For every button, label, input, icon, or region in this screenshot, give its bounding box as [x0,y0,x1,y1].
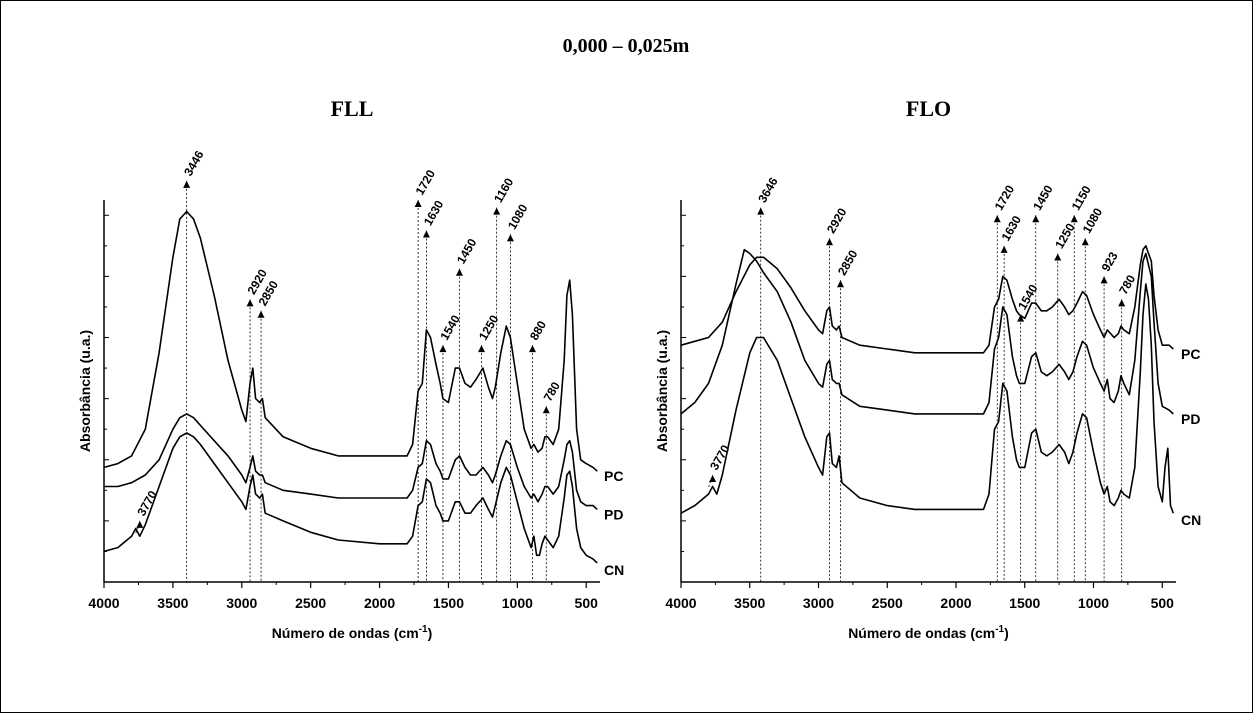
peak-arrow [1118,299,1126,307]
peak-arrow [1100,276,1108,284]
peak-label: 1080 [1080,205,1106,235]
peak-arrow [455,268,463,276]
peak-label: 3646 [755,175,781,205]
peak-arrow [246,299,254,307]
peak-label: 2850 [835,247,861,277]
peak-arrow [993,215,1001,223]
peak-arrow [1000,245,1008,253]
peak-label: 1450 [1030,182,1056,212]
peak-label: 780 [541,379,563,404]
x-tick-label: 2500 [872,595,903,611]
x-axis-label: Número de ondas (cm-1) [272,624,433,641]
figure-title: 0,000 – 0,025m [563,35,690,57]
peak-label: 1720 [992,182,1018,212]
y-axis-label: Absorbância (u.a.) [654,330,670,452]
peak-arrow [414,200,422,207]
x-tick-label: 3500 [734,595,765,611]
peak-label: 1540 [1015,282,1041,312]
peak-arrow [478,345,486,353]
series-line-cn [680,283,1175,514]
x-tick-label: 2000 [940,595,971,611]
peak-arrow [1070,215,1078,223]
x-axis-label: Número de ondas (cm-1) [848,624,1009,641]
x-tick-label: 4000 [88,595,119,611]
peak-arrow [136,520,144,528]
x-tick-label: 500 [575,595,599,611]
peak-arrow [757,207,765,215]
peak-arrow [439,345,447,353]
peak-arrow [422,230,430,238]
x-axis-label-superscript: -1 [995,624,1004,635]
x-axis-label-text: Número de ondas (cm [848,625,995,641]
peak-label: 1160 [491,175,516,205]
peak-arrow [1032,215,1040,223]
peak-arrow [542,406,550,414]
peak-label: 880 [527,318,549,343]
peak-arrow [528,345,536,353]
x-axis-label-text: Número de ondas (cm [272,625,419,641]
peak-arrow [1017,314,1025,322]
peak-label: 1250 [476,312,502,342]
x-tick-label: 3000 [226,595,257,611]
series-label-pd: PD [604,506,623,522]
x-axis-label-close: ) [428,625,433,641]
x-tick-label: 4000 [665,595,696,611]
peak-arrow [493,207,501,215]
chart-title: FLO [906,96,951,121]
peak-arrow [826,238,833,246]
series-label-pc: PC [604,468,623,484]
peak-label: 3446 [181,148,207,178]
series-line-pc [680,245,1174,354]
x-axis-label-superscript: -1 [419,624,428,635]
series-label-cn: CN [1181,512,1201,528]
x-tick-label: 1500 [433,595,464,611]
x-tick-label: 3000 [803,595,834,611]
x-tick-label: 1000 [1078,595,1109,611]
peak-label: 2920 [824,205,850,235]
series-label-cn: CN [604,562,624,578]
x-tick-label: 3500 [157,595,188,611]
chart-panel-fll: FLL 4000 3500 3000 2500 2000 1500 1000 500 Número… [77,96,624,641]
peak-label: 923 [1099,249,1121,274]
peak-label: 1720 [413,167,439,197]
peak-label: 780 [1116,272,1138,297]
x-tick-label: 500 [1151,595,1175,611]
peak-arrow [1081,238,1089,246]
series-line-pd [104,413,598,510]
peak-label: 1450 [454,236,480,266]
peak-label: 1150 [1069,183,1094,213]
peak-arrow [837,280,844,288]
x-tick-label: 2000 [364,595,395,611]
series-label-pc: PC [1181,346,1200,362]
x-tick-label: 1500 [1009,595,1040,611]
peak-arrow [506,234,514,242]
x-axis-label-close: ) [1004,625,1009,641]
peak-arrow [1054,253,1062,261]
peak-label: 1080 [505,201,531,231]
peak-arrow [257,310,265,318]
peak-arrow [709,475,717,483]
series-label-pd: PD [1181,411,1200,427]
x-tick-label: 2500 [295,595,326,611]
chart-panel-flo: FLO 4000 3500 3000 2500 2000 1500 1000 500 Número… [654,96,1201,641]
peak-arrow [183,180,191,188]
peak-label: 1630 [421,198,447,228]
y-axis-label: Absorbância (u.a.) [77,330,93,452]
chart-title: FLL [331,96,374,121]
series-line-pd [680,248,1174,415]
peak-label: 1630 [999,213,1025,243]
x-tick-label: 1000 [502,595,533,611]
series-line-pc [103,210,598,472]
series-line-cn [103,432,598,564]
